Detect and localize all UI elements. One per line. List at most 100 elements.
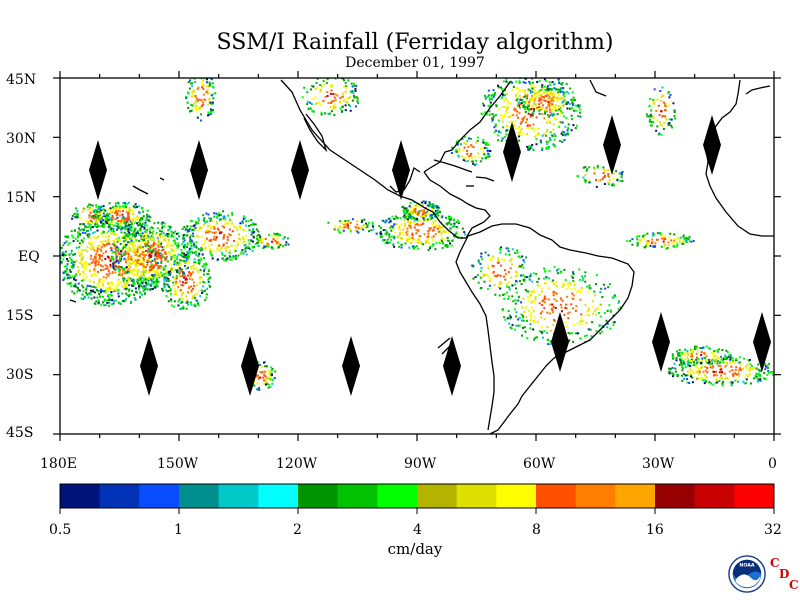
rain-pixel bbox=[245, 246, 247, 249]
rain-pixel bbox=[766, 373, 769, 376]
rain-pixel bbox=[134, 203, 137, 206]
rain-pixel bbox=[497, 84, 500, 87]
rain-pixel bbox=[190, 244, 193, 247]
rain-pixel bbox=[98, 212, 101, 215]
rain-pixel bbox=[160, 261, 163, 264]
rain-pixel bbox=[695, 345, 698, 348]
rain-pixel bbox=[324, 95, 327, 98]
rain-pixel bbox=[517, 116, 520, 119]
rain-pixel bbox=[149, 266, 152, 269]
rain-pixel bbox=[556, 113, 559, 116]
rain-pixel bbox=[540, 331, 543, 333]
rain-pixel bbox=[93, 224, 96, 227]
rain-pixel bbox=[191, 95, 193, 98]
rain-pixel bbox=[432, 243, 435, 245]
rain-pixel bbox=[170, 258, 173, 261]
rain-pixel bbox=[85, 221, 88, 224]
rain-pixel bbox=[545, 109, 547, 112]
rain-pixel bbox=[112, 218, 115, 221]
rain-pixel bbox=[650, 114, 653, 117]
rain-pixel bbox=[242, 215, 245, 218]
rain-pixel bbox=[257, 244, 260, 247]
rain-pixel bbox=[671, 353, 674, 356]
rain-pixel bbox=[586, 285, 589, 288]
rain-pixel bbox=[484, 143, 487, 146]
rain-pixel bbox=[193, 224, 196, 227]
missing-data-diamond bbox=[140, 336, 158, 396]
rain-pixel bbox=[546, 86, 549, 89]
rain-pixel bbox=[139, 224, 142, 227]
rain-pixel bbox=[103, 304, 106, 307]
rain-pixel bbox=[557, 80, 560, 83]
rain-pixel bbox=[207, 114, 209, 117]
rain-pixel bbox=[349, 221, 352, 224]
rain-pixel bbox=[274, 233, 277, 236]
rain-pixel bbox=[119, 225, 122, 228]
rain-pixel bbox=[225, 249, 228, 252]
rain-pixel bbox=[130, 258, 133, 261]
rain-pixel bbox=[567, 92, 570, 95]
rain-pixel bbox=[531, 289, 534, 292]
rain-pixel bbox=[125, 217, 128, 220]
rain-pixel bbox=[432, 203, 434, 206]
rain-pixel bbox=[540, 101, 543, 104]
rain-pixel bbox=[690, 375, 692, 378]
rain-pixel bbox=[122, 202, 125, 205]
rain-pixel bbox=[538, 302, 541, 305]
rain-pixel bbox=[686, 374, 689, 377]
rain-pixel bbox=[501, 137, 504, 140]
rain-pixel bbox=[667, 124, 670, 127]
rain-pixel bbox=[487, 143, 489, 146]
rain-pixel bbox=[515, 114, 518, 117]
rain-pixel bbox=[545, 90, 548, 93]
rain-pixel bbox=[92, 261, 95, 264]
rain-pixel bbox=[152, 269, 155, 272]
rain-pixel bbox=[133, 261, 136, 264]
rain-pixel bbox=[101, 235, 104, 238]
rain-pixel bbox=[409, 242, 412, 244]
rain-pixel bbox=[514, 108, 517, 111]
rain-pixel bbox=[375, 232, 378, 235]
rain-pixel bbox=[252, 235, 255, 238]
rain-pixel bbox=[503, 99, 506, 102]
rain-pixel bbox=[183, 243, 186, 246]
rain-pixel bbox=[203, 268, 206, 271]
rain-pixel bbox=[490, 94, 493, 97]
rain-pixel bbox=[76, 214, 79, 217]
rain-pixel bbox=[712, 357, 714, 360]
rain-pixel bbox=[492, 255, 494, 258]
rain-pixel bbox=[119, 257, 121, 260]
rain-pixel bbox=[573, 98, 576, 101]
rain-pixel bbox=[512, 74, 514, 76]
rain-pixel bbox=[125, 227, 128, 230]
rain-pixel bbox=[122, 277, 125, 280]
rain-pixel bbox=[191, 297, 194, 300]
rain-pixel bbox=[601, 324, 604, 327]
rain-pixel bbox=[94, 216, 97, 219]
rain-pixel bbox=[497, 86, 500, 89]
rain-pixel bbox=[557, 88, 560, 91]
rain-pixel bbox=[245, 253, 248, 256]
rain-pixel bbox=[106, 219, 109, 222]
rain-pixel bbox=[284, 243, 287, 246]
rain-pixel bbox=[550, 88, 553, 91]
rain-pixel bbox=[528, 275, 531, 278]
rain-pixel bbox=[572, 272, 575, 275]
rain-pixel bbox=[546, 147, 549, 150]
rain-pixel bbox=[517, 132, 520, 135]
rain-pixel bbox=[204, 266, 207, 269]
rain-pixel bbox=[744, 376, 747, 379]
rain-pixel bbox=[602, 172, 605, 175]
missing-data-diamond bbox=[392, 140, 410, 200]
rain-pixel bbox=[520, 265, 523, 268]
rain-pixel bbox=[561, 130, 564, 133]
rain-pixel bbox=[131, 289, 134, 292]
rain-pixel bbox=[541, 310, 544, 313]
rain-pixel bbox=[541, 107, 544, 110]
rain-pixel bbox=[87, 296, 90, 299]
rain-pixel bbox=[715, 358, 718, 361]
rain-pixel bbox=[455, 141, 458, 144]
rain-pixel bbox=[596, 166, 599, 169]
rain-pixel bbox=[200, 106, 203, 109]
rain-pixel bbox=[143, 263, 146, 266]
